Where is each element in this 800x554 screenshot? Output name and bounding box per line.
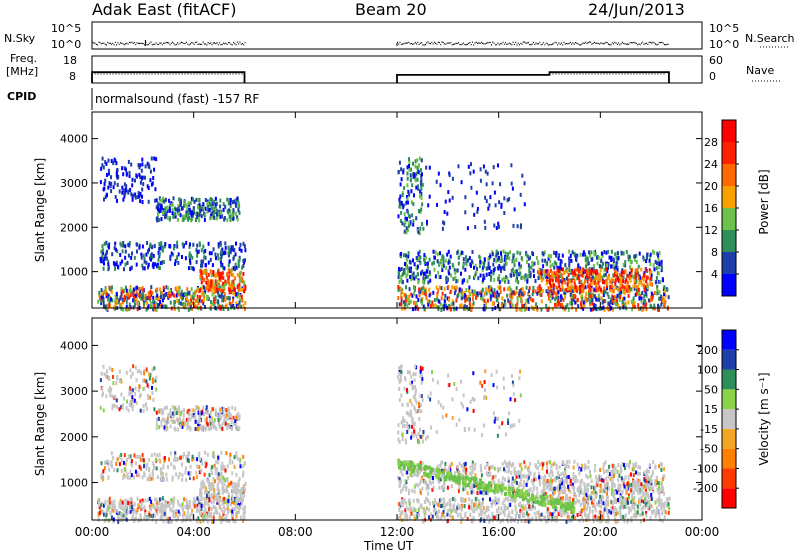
- velocity-colorbar-segment: [722, 389, 736, 410]
- power-colorbar-tick-label: 24: [704, 158, 718, 171]
- cpid-label: CPID: [7, 90, 37, 103]
- power-colorbar-tick-label: 28: [704, 136, 718, 149]
- velocity-colorbar-tick-label: -50: [700, 443, 718, 456]
- nsky-label: N.Sky: [4, 32, 36, 45]
- nsky-panel-frame: [91, 21, 703, 50]
- velocity-colorbar-segment: [722, 468, 736, 489]
- velocity-colorbar-tick-label: 50: [704, 383, 718, 396]
- velocity-band-early: [397, 364, 425, 445]
- velocity-colorbar-segment: [722, 349, 736, 370]
- x-tick-label: 20:00: [583, 525, 618, 539]
- velocity-ytick-label: 3000: [60, 385, 88, 398]
- velocity-colorbar-segment: [722, 369, 736, 390]
- velocity-colorbar-segment: [722, 330, 736, 350]
- power-band-morning: [99, 240, 247, 272]
- velocity-colorbar-tick-label: 200: [697, 344, 718, 357]
- velocity-ytick-label: 4000: [60, 339, 88, 352]
- x-tick-label: 00:00: [75, 525, 110, 539]
- power-colorbar-segment: [722, 208, 736, 230]
- velocity-colorbar-segment: [722, 448, 736, 469]
- power-band-afternoon: [397, 249, 664, 285]
- velocity-ytick-label: 1000: [60, 477, 88, 490]
- power-ytick-label: 1000: [60, 266, 88, 279]
- velocity-band-scatter: [99, 364, 158, 413]
- velocity-colorbar-segment: [722, 488, 736, 508]
- x-tick-label: 12:00: [380, 525, 415, 539]
- velocity-green-streak: [397, 458, 576, 515]
- velocity-ytick-label: 2000: [60, 431, 88, 444]
- velocity-colorbar-segment: [722, 409, 736, 429]
- nsky-trace: [92, 41, 669, 46]
- power-colorbar-segment: [722, 252, 736, 274]
- freq-label: Freq.: [10, 52, 38, 65]
- power-colorbar-segment: [722, 164, 736, 186]
- velocity-colorbar-tick-label: 100: [697, 364, 718, 377]
- x-tick-label: 04:00: [176, 525, 211, 539]
- power-colorbar-tick-label: 8: [711, 246, 718, 259]
- velocity-colorbar-segment: [722, 428, 736, 449]
- power-band-strong: [199, 267, 247, 293]
- power-colorbar-segment: [722, 186, 736, 208]
- nave-tick-bottom: 0: [709, 70, 716, 83]
- x-tick-label: 16:00: [481, 525, 516, 539]
- power-ytick-label: 2000: [60, 221, 88, 234]
- power-colorbar-tick-label: 20: [704, 180, 718, 193]
- velocity-colorbar-title: Velocity [m s⁻¹]: [757, 372, 771, 466]
- velocity-colorbar-tick-label: -100: [693, 462, 718, 475]
- velocity-band-high: [155, 405, 241, 432]
- date-title: 24/Jun/2013: [588, 0, 685, 19]
- velocity-colorbar-frame: [721, 329, 737, 509]
- x-tick-label: 00:00: [685, 525, 720, 539]
- power-colorbar-segment: [722, 142, 736, 164]
- nave-tick-top: 60: [709, 54, 723, 67]
- x-tick-label: 08:00: [278, 525, 313, 539]
- power-near-range-1: [97, 285, 247, 312]
- power-colorbar-tick-label: 16: [704, 202, 718, 215]
- velocity-band-upper: [422, 369, 522, 441]
- velocity-band-evening: [538, 478, 654, 505]
- freq-tick-bottom: 8: [69, 70, 76, 83]
- beam-title: Beam 20: [355, 0, 427, 19]
- power-band-evening: [537, 267, 653, 294]
- power-heatmap: [97, 156, 670, 312]
- velocity-band-strong: [198, 478, 247, 505]
- velocity-colorbar-tick-label: -200: [693, 482, 718, 495]
- cpid-text: normalsound (fast) -157 RF: [95, 92, 260, 106]
- power-band-upper: [425, 162, 526, 231]
- power-colorbar-segment: [722, 274, 736, 296]
- power-colorbar-tick-label: 4: [711, 268, 718, 281]
- power-ytick-label: 3000: [60, 177, 88, 190]
- power-colorbar-segment: [722, 230, 736, 252]
- nsearch-label: N.Search: [745, 32, 795, 45]
- nsky-tick-top: 10^5: [51, 22, 82, 35]
- radar-title: Adak East (fitACF): [92, 0, 237, 19]
- nave-label: Nave: [746, 64, 775, 77]
- velocity-heatmap: [97, 364, 671, 524]
- velocity-colorbar-tick-label: -15: [700, 423, 718, 436]
- power-band-high: [155, 196, 241, 223]
- nsearch-tick-bottom: 10^0: [709, 38, 740, 51]
- nsky-tick-bottom: 10^0: [51, 38, 82, 51]
- power-y-axis-title: Slant Range [km]: [33, 157, 47, 263]
- power-band-early: [397, 156, 425, 236]
- power-colorbar-title: Power [dB]: [757, 169, 771, 235]
- power-ytick-label: 4000: [60, 133, 88, 146]
- power-colorbar-segment: [722, 120, 736, 142]
- freq-trace-1: [91, 71, 246, 83]
- velocity-y-axis-title: Slant Range [km]: [33, 371, 47, 477]
- power-colorbar-tick-label: 12: [704, 224, 718, 237]
- freq-tick-top: 18: [63, 54, 77, 67]
- nsearch-tick-top: 10^5: [709, 22, 740, 35]
- power-band-scatter: [99, 156, 158, 204]
- velocity-colorbar-tick-label: 15: [704, 403, 718, 416]
- freq-unit: [MHz]: [6, 65, 39, 78]
- x-axis-title: Time UT: [364, 539, 414, 553]
- velocity-band-morning: [100, 450, 246, 482]
